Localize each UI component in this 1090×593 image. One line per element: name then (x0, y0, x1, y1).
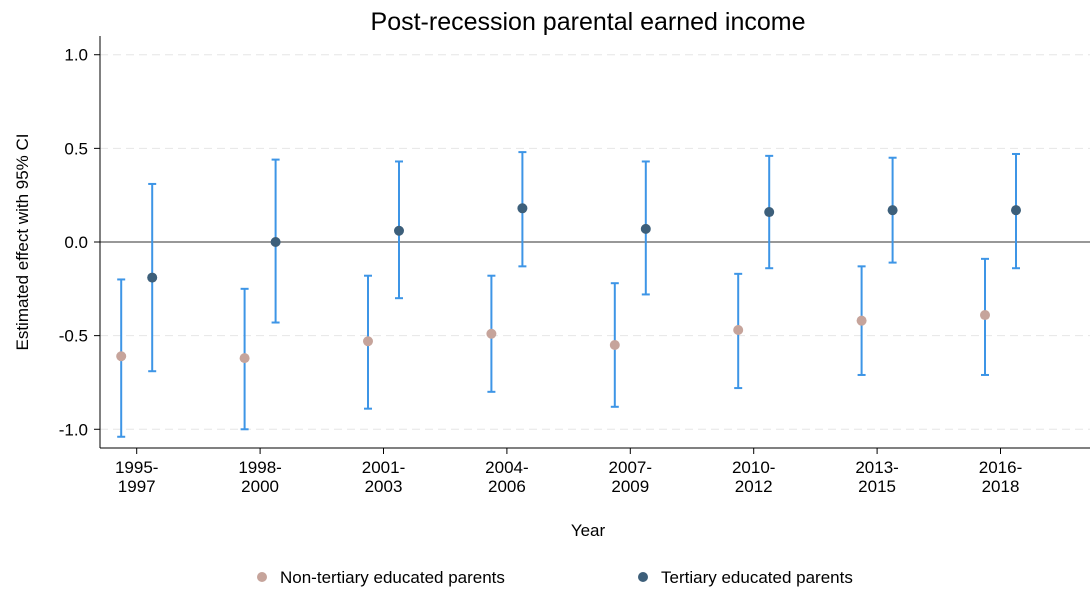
x-tick-label-line: 1997 (118, 477, 156, 496)
y-tick-label: 0.0 (64, 233, 88, 252)
y-tick-label: -0.5 (59, 327, 88, 346)
x-tick-label-line: 2009 (611, 477, 649, 496)
point (394, 225, 404, 236)
x-tick-label: 2013-2015 (855, 458, 898, 496)
point (517, 203, 528, 214)
x-tick-label: 2004-2006 (485, 458, 528, 496)
x-tick-label-line: 2012 (735, 477, 773, 496)
point (733, 325, 744, 336)
point (486, 328, 497, 339)
x-tick-label: 2007-2009 (609, 458, 652, 496)
x-tick-label-line: 2001- (362, 458, 405, 477)
point (764, 207, 775, 218)
y-tick-label: 1.0 (64, 46, 88, 65)
x-tick-label-line: 2006 (488, 477, 526, 496)
x-tick-label-line: 2016- (979, 458, 1022, 477)
x-tick-label-line: 2010- (732, 458, 775, 477)
x-tick-label: 2016-2018 (979, 458, 1022, 496)
x-tick-label: 2010-2012 (732, 458, 775, 496)
point (887, 205, 898, 216)
point (363, 336, 373, 347)
x-tick-label-line: 1995- (115, 458, 158, 477)
legend-marker (638, 572, 648, 582)
point (609, 340, 620, 350)
x-tick-label-line: 2007- (609, 458, 652, 477)
chart-title: Post-recession parental earned income (371, 8, 806, 36)
x-axis-label: Year (571, 521, 606, 540)
legend-marker (257, 572, 267, 582)
point (980, 310, 990, 321)
x-tick-label-line: 2013- (855, 458, 898, 477)
x-tick-label-line: 1998- (238, 458, 281, 477)
x-tick-label-line: 2004- (485, 458, 528, 477)
y-tick-label: -1.0 (59, 420, 88, 439)
x-tick-label-line: 2015 (858, 477, 896, 496)
legend-label: Non-tertiary educated parents (280, 568, 505, 587)
x-tick-label-line: 2018 (982, 477, 1020, 496)
y-tick-label: 0.5 (64, 139, 88, 158)
x-tick-label: 1995-1997 (115, 458, 158, 496)
legend-label: Tertiary educated parents (661, 568, 853, 587)
point (239, 353, 250, 364)
x-tick-label-line: 2000 (241, 477, 279, 496)
point (116, 351, 127, 362)
x-tick-label: 1998-2000 (238, 458, 281, 496)
point (856, 315, 867, 326)
x-tick-label: 2001-2003 (362, 458, 405, 496)
x-tick-label-line: 2003 (365, 477, 403, 496)
point (1011, 205, 1021, 216)
y-axis-label: Estimated effect with 95% CI (13, 133, 32, 350)
point (270, 237, 281, 247)
point (640, 223, 651, 234)
point (147, 272, 158, 283)
